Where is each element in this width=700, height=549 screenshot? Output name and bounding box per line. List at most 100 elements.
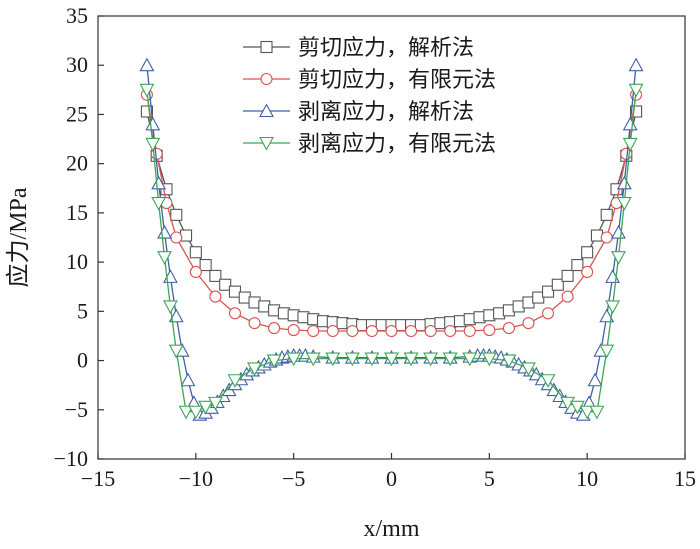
legend-marker xyxy=(260,40,273,54)
y-tick-label: 5 xyxy=(77,298,88,323)
y-tick-label: 35 xyxy=(66,3,88,28)
data-point xyxy=(599,308,615,323)
data-point xyxy=(501,354,517,369)
data-point xyxy=(405,324,418,338)
data-point xyxy=(551,278,564,291)
data-point xyxy=(600,231,613,244)
data-point xyxy=(365,324,378,338)
data-point xyxy=(209,290,222,303)
data-point xyxy=(247,362,262,377)
x-axis-label: x/mm xyxy=(363,516,419,542)
data-point xyxy=(605,300,621,315)
data-point xyxy=(622,137,638,152)
data-point xyxy=(151,175,167,190)
data-point xyxy=(483,323,496,337)
y-tick-label: 25 xyxy=(66,101,88,126)
data-point xyxy=(541,285,555,298)
data-point xyxy=(630,105,643,118)
data-point xyxy=(151,196,167,211)
data-point xyxy=(139,57,155,72)
data-point xyxy=(189,265,202,279)
data-point xyxy=(384,352,399,367)
data-point xyxy=(170,208,183,221)
legend-label: 剪切应力，解析法 xyxy=(298,36,474,61)
data-point xyxy=(628,57,644,72)
data-point xyxy=(561,269,574,282)
data-point xyxy=(325,352,341,367)
legend-entry-3: 剥离应力，解析法 xyxy=(243,100,474,125)
data-point xyxy=(198,400,214,415)
data-point xyxy=(616,196,632,211)
data-point xyxy=(139,83,155,98)
data-point xyxy=(189,246,202,259)
x-tick-label: 10 xyxy=(576,466,598,491)
data-point xyxy=(385,324,398,338)
data-point xyxy=(579,405,595,420)
data-point xyxy=(227,374,243,388)
x-tick-label: 0 xyxy=(386,466,397,491)
legend-marker xyxy=(259,103,274,118)
data-point xyxy=(522,317,535,330)
data-point xyxy=(168,308,184,323)
y-tick-label: 20 xyxy=(66,151,88,176)
data-point xyxy=(168,344,184,359)
data-point xyxy=(546,382,562,397)
x-tick-label: −15 xyxy=(81,466,115,491)
data-point xyxy=(587,372,603,387)
y-tick-label: −5 xyxy=(65,397,88,422)
data-point xyxy=(581,246,594,259)
y-axis-label: 应力/MPa xyxy=(5,187,32,287)
legend-marker xyxy=(260,72,273,86)
data-point xyxy=(600,208,613,221)
series-2 xyxy=(140,88,643,338)
legend-marker xyxy=(259,136,274,151)
data-point xyxy=(481,352,497,367)
data-point xyxy=(157,251,172,265)
data-point xyxy=(346,324,359,338)
data-point xyxy=(541,307,555,320)
data-point xyxy=(248,317,261,330)
data-point xyxy=(463,324,476,338)
y-tick-label: 30 xyxy=(66,52,88,77)
legend-label: 剥离应力，解析法 xyxy=(298,100,474,125)
plot-series xyxy=(139,57,644,421)
data-point xyxy=(180,229,193,242)
data-point xyxy=(444,324,457,338)
y-tick-label: 0 xyxy=(77,348,88,373)
data-point xyxy=(199,259,212,272)
data-point xyxy=(286,352,302,367)
data-point xyxy=(219,278,232,291)
y-tick-label: 10 xyxy=(66,249,88,274)
legend-entry-4: 剥离应力，有限元法 xyxy=(243,132,496,157)
data-point xyxy=(209,269,222,282)
data-point xyxy=(423,352,439,367)
series-4 xyxy=(139,83,644,420)
data-point xyxy=(145,116,161,131)
data-point xyxy=(622,116,638,131)
data-point xyxy=(207,396,223,411)
x-tick-label: 15 xyxy=(674,466,696,491)
data-point xyxy=(521,362,536,377)
data-point xyxy=(403,352,419,367)
y-tick-label: −10 xyxy=(54,446,88,471)
data-point xyxy=(287,323,300,337)
data-point xyxy=(178,405,194,420)
legend-label: 剪切应力，有限元法 xyxy=(298,68,496,93)
x-tick-label: −5 xyxy=(282,466,305,491)
data-point xyxy=(571,259,584,272)
data-point xyxy=(170,231,183,244)
data-point xyxy=(502,322,515,335)
data-point xyxy=(266,354,282,369)
data-point xyxy=(305,352,321,367)
data-point xyxy=(140,105,153,118)
data-point xyxy=(364,352,380,367)
data-point xyxy=(157,224,172,239)
data-point xyxy=(162,300,178,315)
data-point xyxy=(145,137,161,152)
data-point xyxy=(589,405,605,420)
data-point xyxy=(307,324,320,338)
data-point xyxy=(424,324,437,338)
